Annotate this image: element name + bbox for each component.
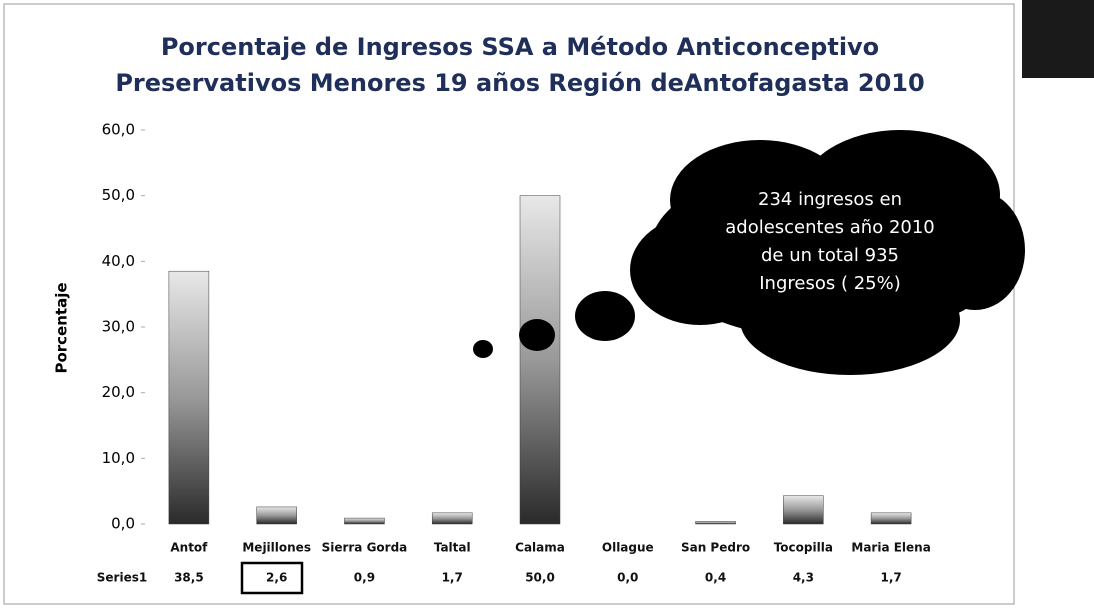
y-axis-label: Porcentaje xyxy=(53,282,71,373)
cloud-bubble xyxy=(473,340,493,358)
table-value: 2,6 xyxy=(266,571,287,585)
y-tick-label: 60,0 xyxy=(102,121,135,139)
table-value: 38,5 xyxy=(174,571,204,585)
table-value: 0,9 xyxy=(354,571,375,585)
bar xyxy=(696,521,736,524)
bar xyxy=(520,196,560,524)
y-tick-label: 0,0 xyxy=(111,515,135,533)
annotation: Ingresos ( 25%) xyxy=(759,273,901,294)
y-tick-label: 20,0 xyxy=(102,383,135,401)
table-value: 1,7 xyxy=(442,571,463,585)
y-tick-label: 50,0 xyxy=(102,186,135,204)
bar xyxy=(783,496,823,524)
x-tick-label: Maria Elena xyxy=(851,541,930,555)
cloud-bubble xyxy=(575,291,635,341)
legend-entry: Series1 xyxy=(97,571,147,585)
chart: Porcentaje de Ingresos SSA a Método Anti… xyxy=(0,0,1094,610)
x-tick-label: Sierra Gorda xyxy=(322,541,408,555)
annotation: de un total 935 xyxy=(761,245,899,266)
y-tick-label: 30,0 xyxy=(102,318,135,336)
cloud-body xyxy=(925,190,1025,310)
x-tick-label: San Pedro xyxy=(681,541,750,555)
bar xyxy=(344,518,384,524)
bar xyxy=(432,513,472,524)
cloud-bubble xyxy=(519,319,555,351)
y-tick-label: 40,0 xyxy=(102,252,135,270)
y-tick-label: 10,0 xyxy=(102,449,135,467)
x-tick-label: Tocopilla xyxy=(774,541,833,555)
x-tick-label: Antof xyxy=(170,541,208,555)
x-tick-label: Taltal xyxy=(434,541,471,555)
annotation: adolescentes año 2010 xyxy=(725,217,935,238)
corner-block xyxy=(1022,0,1094,78)
table-value: 0,0 xyxy=(617,571,638,585)
chart-title: Preservativos Menores 19 años Región deA… xyxy=(115,69,924,97)
annotation: 234 ingresos en xyxy=(758,189,902,210)
x-tick-label: Ollague xyxy=(602,541,654,555)
chart-title: Porcentaje de Ingresos SSA a Método Anti… xyxy=(161,33,879,61)
x-tick-label: Calama xyxy=(515,541,565,555)
bar xyxy=(169,271,209,524)
table-value: 1,7 xyxy=(880,571,901,585)
x-tick-label: Mejillones xyxy=(242,541,311,555)
table-value: 0,4 xyxy=(705,571,726,585)
table-value: 50,0 xyxy=(525,571,555,585)
bar xyxy=(871,513,911,524)
table-value: 4,3 xyxy=(793,571,814,585)
bar xyxy=(257,507,297,524)
